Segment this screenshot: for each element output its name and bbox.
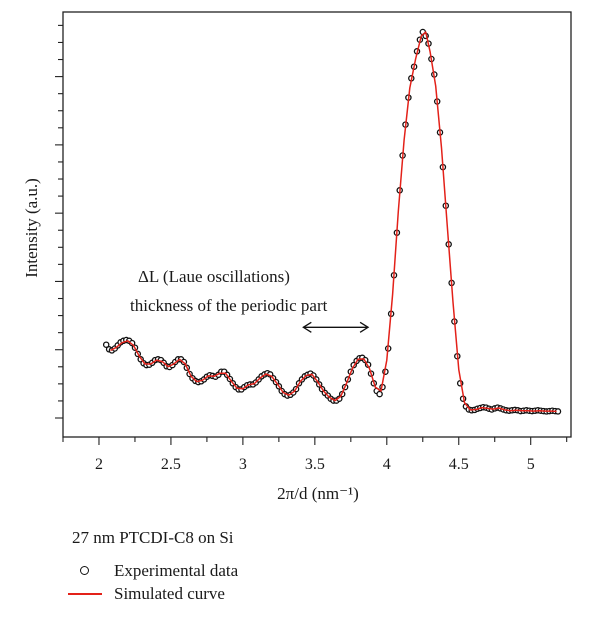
legend-label-experimental: Experimental data bbox=[114, 561, 239, 580]
x-axis-label: 2π/d (nm⁻¹) bbox=[277, 484, 359, 503]
x-tick-label: 4.5 bbox=[449, 456, 469, 473]
ticks-group: 2 2.5 3 3.5 4 4.5 5 bbox=[55, 24, 568, 473]
legend: 27 nm PTCDI-C8 on Si Experimental data S… bbox=[68, 526, 390, 616]
legend-item-experimental: Experimental data bbox=[70, 560, 238, 582]
experimental-data-point bbox=[376, 390, 383, 398]
arrow-head-left-icon bbox=[302, 321, 312, 333]
legend-title: 27 nm PTCDI-C8 on Si bbox=[72, 528, 234, 547]
experimental-data-point bbox=[102, 341, 110, 348]
annotation-group: ΔL (Laue oscillations) thickness of the … bbox=[130, 267, 370, 333]
y-axis-label: Intensity (a.u.) bbox=[22, 178, 41, 278]
legend-item-simulated: Simulated curve bbox=[68, 583, 225, 605]
annotation-line-1: ΔL (Laue oscillations) bbox=[138, 267, 290, 286]
axes-group bbox=[62, 11, 572, 438]
open-circle-marker-icon bbox=[70, 560, 110, 582]
x-tick-label: 5 bbox=[527, 456, 535, 473]
simulated-curve-line bbox=[110, 31, 557, 413]
plot-frame bbox=[62, 11, 572, 438]
legend-label-simulated: Simulated curve bbox=[114, 584, 225, 603]
x-tick-label: 3 bbox=[239, 456, 247, 473]
x-tick-label: 4 bbox=[383, 456, 391, 473]
annotation-line-2: thickness of the periodic part bbox=[130, 296, 328, 315]
x-tick-label: 3.5 bbox=[305, 456, 325, 473]
x-tick-label: 2.5 bbox=[161, 456, 181, 473]
x-tick-label: 2 bbox=[95, 456, 103, 473]
chart-svg: 2 2.5 3 3.5 4 4.5 5 ΔL (Laue oscillations) thi… bbox=[22, 11, 572, 503]
arrow-head-right-icon bbox=[359, 321, 370, 333]
series-group bbox=[102, 28, 562, 415]
red-line-marker-icon bbox=[68, 583, 110, 605]
